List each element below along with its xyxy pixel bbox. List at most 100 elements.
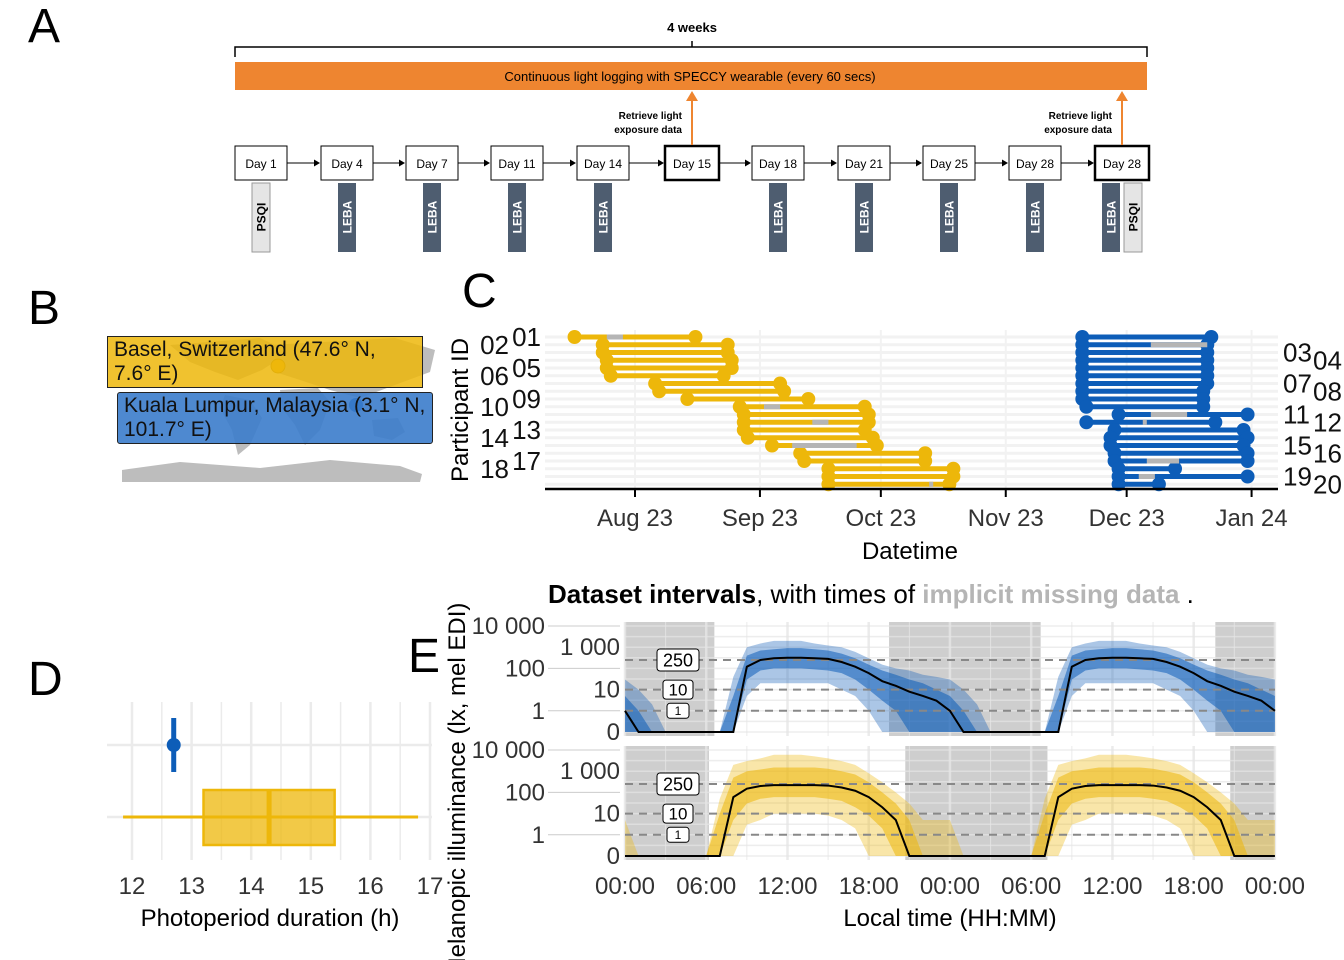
reference-label: 10 (669, 681, 688, 700)
y-tick-label: 1 (532, 822, 545, 849)
y-tick-label: 10 000 (472, 613, 545, 640)
interval-start-point (740, 430, 755, 445)
questionnaire-tag (1026, 183, 1044, 252)
missing-data-segment (812, 419, 829, 425)
x-tick-label: 00:00 (595, 873, 655, 900)
day-label: Day 1 (245, 157, 277, 171)
photoperiod-axis-title: Photoperiod duration (h) (141, 905, 400, 932)
questionnaire-tag (423, 183, 441, 252)
panel-c-intervals: Participant ID Datetime Dataset interval… (447, 322, 1342, 609)
y-tick-label: 10 (593, 677, 620, 704)
interval-end-point (1240, 469, 1255, 484)
missing-data-segment (606, 334, 623, 340)
questionnaire-tag (1102, 183, 1120, 252)
day-box (751, 145, 805, 181)
day-label: Day 21 (845, 157, 883, 171)
day-label: Day 25 (930, 157, 968, 171)
reference-label: 250 (663, 774, 693, 794)
participant-tick-label: 09 (512, 384, 541, 414)
x-tick-label: 00:00 (1245, 873, 1305, 900)
participant-tick-label: 07 (1283, 369, 1312, 399)
missing-data-segment (929, 481, 934, 487)
duration-bracket (234, 41, 1148, 57)
participant-tick-label: 20 (1313, 469, 1342, 499)
day-label: Day 28 (1016, 157, 1054, 171)
reference-label: 10 (669, 805, 688, 824)
questionnaire-label: LEBA (772, 200, 786, 233)
questionnaire-tag (594, 183, 612, 252)
y-tick-label: 0 (607, 843, 620, 870)
interval-start-point (1079, 399, 1094, 414)
day-label: Day 15 (673, 157, 711, 171)
caption-mid: , with times of (756, 579, 922, 609)
missing-data-segment (1142, 419, 1147, 425)
reference-label-box (666, 702, 690, 719)
questionnaire-label: LEBA (511, 200, 525, 233)
reference-label-box (662, 679, 694, 700)
questionnaire-tag (251, 182, 271, 253)
questionnaire-label: LEBA (426, 200, 440, 233)
panel-letter-e: E (408, 630, 440, 683)
retrieve-label: Retrieve light (619, 111, 683, 122)
logging-bar (235, 62, 1147, 90)
illuminance-axis-title: Melanopic illuminance (lx, mel EDI) (444, 603, 471, 960)
missing-data-segment (1150, 412, 1188, 417)
questionnaire-label: LEBA (1029, 200, 1043, 233)
median-line (624, 656, 1276, 733)
x-tick-label: 15 (297, 873, 324, 900)
participant-tick-label: 15 (1283, 431, 1312, 461)
x-tick-label: Jan 24 (1216, 505, 1288, 532)
x-tick-label: 12:00 (1082, 873, 1142, 900)
y-tick-label: 1 000 (560, 758, 620, 785)
kuala-lumpur-point (166, 738, 181, 752)
questionnaire-tag (1123, 182, 1143, 253)
arrowhead-icon (484, 159, 490, 167)
interval-start-point (652, 384, 667, 399)
landmass (122, 460, 422, 482)
logging-bar-label: Continuous light logging with SPECCY wea… (504, 69, 875, 84)
x-tick-label: 06:00 (1001, 873, 1061, 900)
reference-label-box (656, 772, 700, 796)
questionnaire-tag (940, 183, 958, 252)
y-tick-label: 1 (532, 698, 545, 725)
participant-tick-label: 12 (1313, 407, 1342, 437)
duration-label: 4 weeks (667, 20, 717, 35)
participant-tick-label: 17 (512, 446, 541, 476)
questionnaire-tag (769, 183, 787, 252)
arrowhead-icon (570, 159, 576, 167)
reference-label: 1 (675, 828, 682, 842)
day-box (576, 145, 630, 181)
day-label: Day 11 (498, 157, 535, 171)
day-label: Day 18 (759, 157, 797, 171)
participant-tick-label: 10 (480, 392, 509, 422)
reference-label: 1 (675, 704, 682, 718)
panel-a-timeline: 4 weeks Continuous light logging with SP… (234, 20, 1151, 253)
day-label: Day 28 (1103, 157, 1141, 171)
location-label-kuala-lumpur: Kuala Lumpur, Malaysia (3.1° N, 101.7° E… (117, 392, 433, 444)
x-tick-label: 06:00 (676, 873, 736, 900)
x-tick-label: Aug 23 (597, 505, 673, 532)
local-time-axis-title: Local time (HH:MM) (843, 905, 1056, 932)
interval-end-point (1196, 399, 1211, 414)
day-box (320, 145, 374, 181)
arrowhead-icon (658, 159, 664, 167)
x-tick-label: Dec 23 (1089, 505, 1165, 532)
participant-tick-label: 01 (512, 322, 541, 352)
arrowhead-icon (399, 159, 405, 167)
panel-d-photoperiod: Photoperiod duration (h) 12 13 14 15 16 17 (107, 702, 443, 932)
questionnaire-label: LEBA (597, 200, 611, 233)
questionnaire-label: LEBA (341, 200, 355, 233)
interval-end-point (688, 330, 703, 344)
retrieve-label: exposure data (1044, 125, 1112, 136)
interval-start-point (603, 368, 618, 383)
location-label-basel: Basel, Switzerland (47.6° N, 7.6° E) (107, 336, 423, 388)
interval-end-point (777, 384, 792, 399)
x-tick-label: 17 (417, 873, 444, 900)
panel-e-daily-profile: Melanopic illuminance (lx, mel EDI) Loca… (444, 603, 1305, 960)
questionnaire-tag (508, 183, 526, 252)
questionnaire-tag (855, 183, 873, 252)
y-tick-label: 10 000 (472, 737, 545, 764)
arrowhead-icon (831, 159, 837, 167)
participant-tick-label: 04 (1313, 345, 1342, 375)
interval-start-point (1079, 415, 1094, 430)
